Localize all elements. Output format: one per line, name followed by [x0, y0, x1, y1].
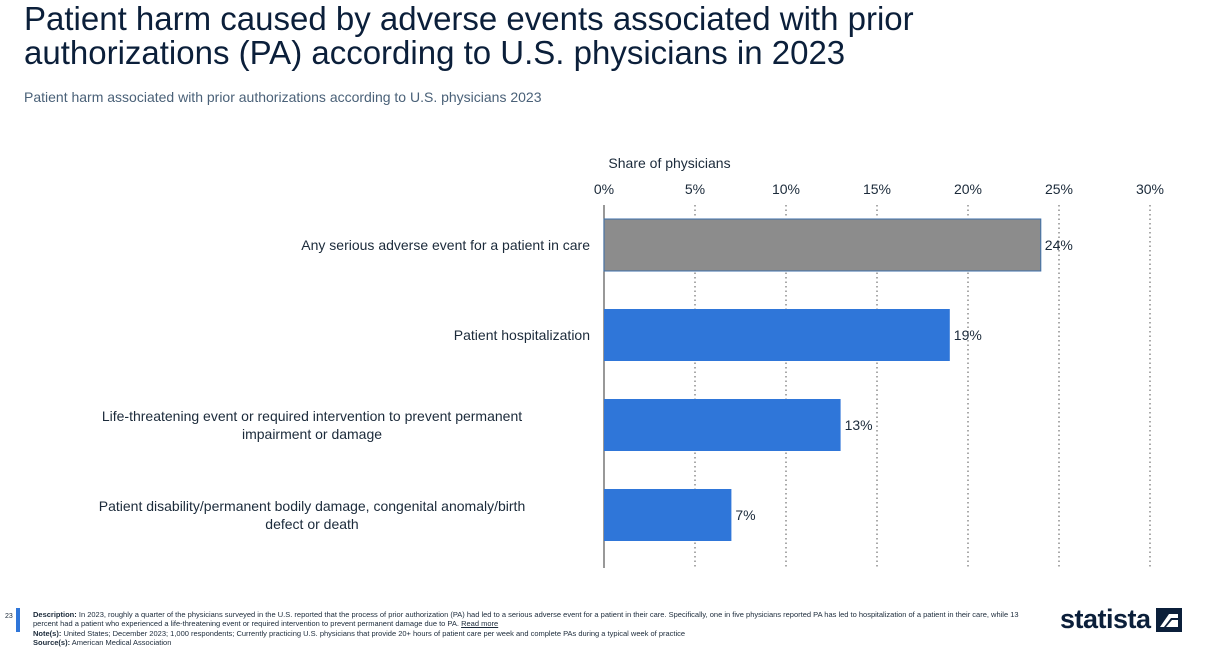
page-title: Patient harm caused by adverse events as…: [24, 0, 914, 71]
category-label: Patient hospitalization: [454, 327, 590, 343]
page-number: 23: [5, 613, 13, 620]
statista-logo[interactable]: statista: [1060, 604, 1190, 636]
bar: [604, 399, 841, 451]
bar-chart: Share of physicians 0% 5% 10% 15% 20% 25% 30% 24…: [99, 155, 1164, 568]
x-tick-label: 15%: [863, 181, 891, 197]
x-tick-label: 5%: [685, 181, 705, 197]
category-label: Any serious adverse event for a patient …: [301, 237, 590, 253]
category-label-line: impairment or damage: [242, 426, 382, 442]
category-label-line: defect or death: [265, 516, 358, 532]
description-label: Description:: [33, 610, 77, 619]
category-label-line: Life-threatening event or required inter…: [102, 408, 522, 424]
data-label: 13%: [845, 417, 873, 433]
description-line: Description: In 2023, roughly a quarter …: [33, 610, 1033, 629]
source-line: Source(s): American Medical Association: [33, 638, 1033, 647]
data-label: 24%: [1045, 237, 1073, 253]
x-tick-label: 20%: [954, 181, 982, 197]
x-tick-label: 25%: [1045, 181, 1073, 197]
footer: 23 Description: In 2023, roughly a quart…: [0, 604, 1216, 659]
category-label-line: Any serious adverse event for a patient …: [301, 237, 590, 253]
source-text: American Medical Association: [71, 638, 172, 648]
x-axis-title: Share of physicians: [608, 155, 730, 171]
x-tick-label: 0%: [594, 181, 614, 197]
footer-notes: Description: In 2023, roughly a quarter …: [33, 610, 1033, 648]
logo-text: statista: [1060, 604, 1151, 634]
data-label: 19%: [954, 327, 982, 343]
category-label: Patient disability/permanent bodily dama…: [99, 498, 525, 532]
description-text: In 2023, roughly a quarter of the physic…: [33, 610, 1019, 629]
x-tick-label: 30%: [1136, 181, 1164, 197]
bar: [604, 489, 732, 541]
page-subtitle: Patient harm associated with prior autho…: [24, 89, 542, 105]
data-label: 7%: [735, 507, 755, 523]
category-label: Life-threatening event or required inter…: [102, 408, 522, 442]
category-label-line: Patient hospitalization: [454, 327, 590, 343]
read-more-link[interactable]: Read more: [461, 619, 499, 629]
statista-logo-icon: [1156, 608, 1182, 632]
bar: [604, 309, 950, 361]
x-tick-label: 10%: [772, 181, 800, 197]
notes-label: Note(s):: [33, 628, 62, 638]
notes-text: United States; December 2023; 1,000 resp…: [63, 628, 686, 638]
bar: [603, 218, 1042, 272]
page-accent-bar: [16, 608, 20, 632]
notes-line: Note(s): United States; December 2023; 1…: [33, 629, 1033, 638]
source-label: Source(s):: [33, 638, 71, 648]
category-label-line: Patient disability/permanent bodily dama…: [99, 498, 525, 514]
